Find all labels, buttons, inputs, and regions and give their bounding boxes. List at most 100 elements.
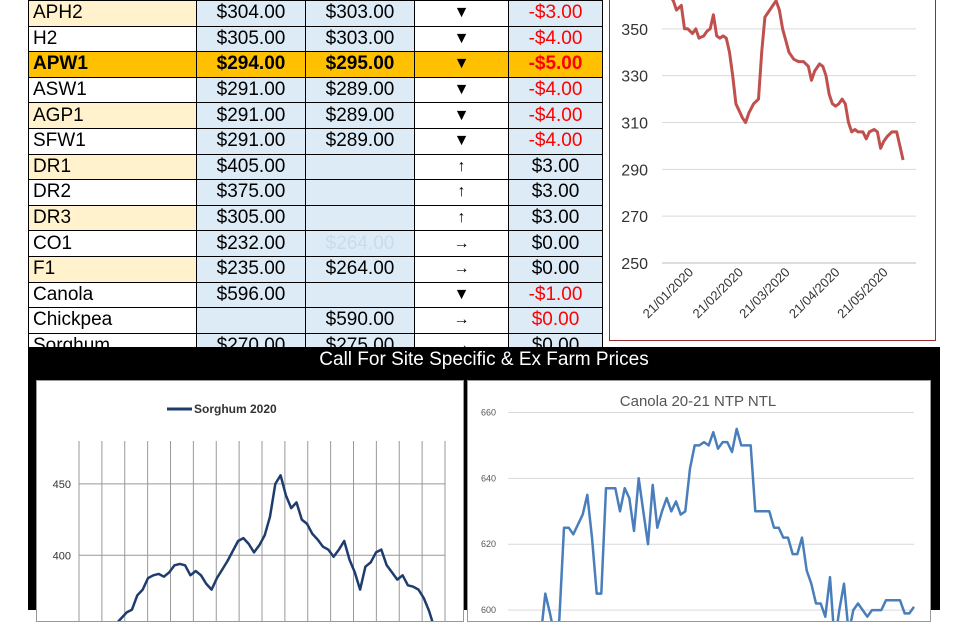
price-change: -$5.00 <box>508 51 603 78</box>
price-change: $3.00 <box>508 153 603 181</box>
price-previous <box>305 281 415 309</box>
price-change: -$4.00 <box>508 102 603 129</box>
price-current: $405.00 <box>196 153 306 181</box>
price-history-svg: 25027029031033035037021/01/202021/02/202… <box>621 0 916 322</box>
price-current: $232.00 <box>196 230 306 257</box>
table-row: DR3 $305.00 ↑ $3.00 <box>28 204 603 232</box>
commodity-name: F1 <box>28 255 197 283</box>
y-tick-label: 330 <box>621 69 648 86</box>
price-change: $0.00 <box>508 307 603 334</box>
sorghum-chart-svg: 350400450Sorghum 2020 <box>53 402 446 626</box>
trend-arrow: ▼ <box>414 127 509 155</box>
y-tick-label: 660 <box>481 407 496 417</box>
price-previous: $295.00 <box>305 51 415 78</box>
y-tick-label: 350 <box>621 22 648 39</box>
price-change: $0.00 <box>508 255 603 283</box>
price-previous: $303.00 <box>305 0 415 27</box>
table-row: F1 $235.00 $264.00 → $0.00 <box>28 255 603 283</box>
trend-arrow: ↑ <box>414 153 509 181</box>
commodity-name: Chickpea <box>28 307 197 334</box>
trend-arrow: ▼ <box>414 0 509 27</box>
price-current: $294.00 <box>196 51 306 78</box>
price-previous: $264.00 <box>305 230 415 257</box>
price-previous: $264.00 <box>305 255 415 283</box>
price-current: $305.00 <box>196 25 306 53</box>
price-table: APH2 $304.00 $303.00 ▼ -$3.00 H2 $305.00 $303.0… <box>28 0 603 360</box>
x-tick-label: 21/03/2020 <box>736 265 793 322</box>
commodity-name: SFW1 <box>28 127 197 155</box>
table-row: H2 $305.00 $303.00 ▼ -$4.00 <box>28 25 603 53</box>
commodity-name: Canola <box>28 281 197 309</box>
canola-chart-svg: Canola 20-21 NTP NTL 600 620 640 660 <box>481 393 916 626</box>
table-row: SFW1 $291.00 $289.00 ▼ -$4.00 <box>28 127 603 155</box>
price-current: $291.00 <box>196 102 306 129</box>
price-previous: $289.00 <box>305 76 415 104</box>
table-row: AGP1 $291.00 $289.00 ▼ -$4.00 <box>28 102 603 129</box>
table-row: Chickpea $590.00 → $0.00 <box>28 307 603 334</box>
price-current: $235.00 <box>196 255 306 283</box>
trend-arrow: → <box>414 307 509 334</box>
trend-arrow: ▼ <box>414 76 509 104</box>
table-row: APH2 $304.00 $303.00 ▼ -$3.00 <box>28 0 603 27</box>
commodity-name: APW1 <box>28 51 197 78</box>
trend-arrow: ▼ <box>414 281 509 309</box>
price-current <box>196 307 306 334</box>
commodity-name: ASW1 <box>28 76 197 104</box>
trend-arrow: ↑ <box>414 204 509 232</box>
legend-label: Sorghum 2020 <box>194 402 277 416</box>
y-tick-label: 450 <box>53 479 71 491</box>
sorghum-chart: 350400450Sorghum 2020 <box>36 380 464 626</box>
chart-title: Canola 20-21 NTP NTL <box>620 393 776 410</box>
table-row: DR1 $405.00 ↑ $3.00 <box>28 153 603 181</box>
commodity-name: DR2 <box>28 179 197 206</box>
price-change: $0.00 <box>508 230 603 257</box>
price-change: -$3.00 <box>508 0 603 27</box>
price-current: $291.00 <box>196 76 306 104</box>
y-tick-label: 640 <box>481 473 496 483</box>
price-change: $3.00 <box>508 204 603 232</box>
price-current: $304.00 <box>196 0 306 27</box>
x-tick-label: 21/01/2020 <box>640 265 697 322</box>
y-tick-label: 250 <box>621 256 648 273</box>
price-previous: $289.00 <box>305 102 415 129</box>
price-change: -$4.00 <box>508 76 603 104</box>
commodity-name: DR1 <box>28 153 197 181</box>
canola-chart: Canola 20-21 NTP NTL 600 620 640 660 <box>467 380 931 626</box>
trend-arrow: ▼ <box>414 25 509 53</box>
price-previous <box>305 153 415 181</box>
trend-arrow: → <box>414 230 509 257</box>
price-history-chart: 25027029031033035037021/01/202021/02/202… <box>609 0 936 341</box>
table-row: CO1 $232.00 $264.00 → $0.00 <box>28 230 603 257</box>
price-previous <box>305 204 415 232</box>
table-row: ASW1 $291.00 $289.00 ▼ -$4.00 <box>28 76 603 104</box>
trend-arrow: ↑ <box>414 179 509 206</box>
trend-arrow: → <box>414 255 509 283</box>
price-previous: $590.00 <box>305 307 415 334</box>
price-current: $305.00 <box>196 204 306 232</box>
y-tick-label: 310 <box>621 116 648 133</box>
table-row: DR2 $375.00 ↑ $3.00 <box>28 179 603 206</box>
price-current: $375.00 <box>196 179 306 206</box>
price-current: $596.00 <box>196 281 306 309</box>
y-tick-label: 600 <box>481 605 496 615</box>
x-tick-label: 21/04/2020 <box>786 265 843 322</box>
price-change: -$4.00 <box>508 25 603 53</box>
y-tick-label: 290 <box>621 162 648 179</box>
price-current: $291.00 <box>196 127 306 155</box>
commodity-name: H2 <box>28 25 197 53</box>
price-previous: $289.00 <box>305 127 415 155</box>
call-banner: Call For Site Specific & Ex Farm Prices <box>28 347 940 373</box>
table-row: Canola $596.00 ▼ -$1.00 <box>28 281 603 309</box>
commodity-name: CO1 <box>28 230 197 257</box>
price-change: $3.00 <box>508 179 603 206</box>
y-tick-label: 400 <box>53 550 71 562</box>
series-line <box>670 0 905 161</box>
price-change: -$1.00 <box>508 281 603 309</box>
table-row: APW1 $294.00 $295.00 ▼ -$5.00 <box>28 51 603 78</box>
trend-arrow: ▼ <box>414 102 509 129</box>
series-line <box>111 474 436 626</box>
y-tick-label: 270 <box>621 209 648 226</box>
commodity-name: DR3 <box>28 204 197 232</box>
commodity-name: AGP1 <box>28 102 197 129</box>
x-tick-label: 21/05/2020 <box>834 265 891 322</box>
